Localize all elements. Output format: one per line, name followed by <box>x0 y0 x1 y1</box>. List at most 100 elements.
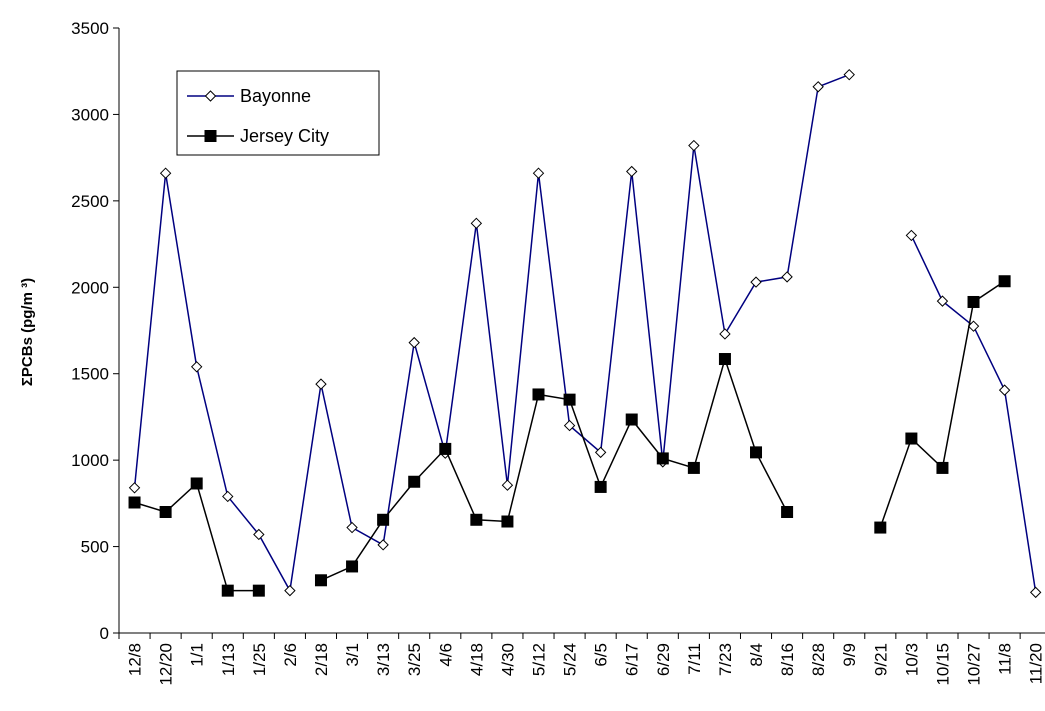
bayonne-point <box>781 271 793 283</box>
legend-items: Bayonne Jersey City <box>187 86 329 146</box>
x-tick-label: 6/29 <box>654 643 673 676</box>
legend-bayonne-label: Bayonne <box>240 86 311 106</box>
bayonne-point <box>159 167 172 179</box>
jersey-city-point <box>346 560 359 573</box>
bayonne-point <box>688 139 700 152</box>
bayonne-point <box>532 167 545 179</box>
x-tick-label: 7/11 <box>685 643 704 675</box>
x-tick-label: 3/13 <box>374 643 393 676</box>
bayonne-point <box>408 336 420 349</box>
bayonne-point <box>719 328 731 340</box>
bayonne-point <box>501 479 514 491</box>
x-tick-label: 11/20 <box>1027 643 1045 684</box>
jersey-city-point <box>377 513 390 526</box>
bayonne-point <box>843 68 855 81</box>
x-tick-label: 6/17 <box>623 643 642 676</box>
jersey-city-point <box>470 513 483 526</box>
jersey-city-point <box>936 461 949 474</box>
x-tick-label: 9/9 <box>840 643 859 667</box>
y-tick-label: 1000 <box>71 451 109 470</box>
bayonne-point <box>204 90 217 102</box>
x-tick-label: 8/4 <box>747 643 766 667</box>
bayonne-line <box>910 235 1037 593</box>
x-tick-label: 1/13 <box>219 643 238 676</box>
legend: Bayonne Jersey City <box>176 70 380 156</box>
jersey-city-point <box>439 442 452 455</box>
bayonne-point <box>905 229 918 242</box>
jersey-city-point <box>128 496 141 509</box>
jersey-city-point <box>874 521 887 534</box>
x-tick-label: 1/25 <box>250 643 269 676</box>
jersey-city-line <box>134 482 259 592</box>
jersey-city-point <box>718 353 731 366</box>
series-layer <box>128 68 1042 599</box>
x-tick-label: 12/20 <box>157 643 176 686</box>
y-tick-label: 3500 <box>71 19 109 38</box>
bayonne-point <box>470 217 483 230</box>
bayonne-point <box>936 295 949 307</box>
x-tick-label: 5/24 <box>561 643 580 676</box>
jersey-city-line <box>320 356 788 581</box>
x-tick-label: 4/6 <box>436 643 455 667</box>
jersey-city-point <box>967 295 980 308</box>
bayonne-point <box>190 361 203 373</box>
jersey-city-point <box>221 584 234 597</box>
bayonne-point <box>222 490 234 503</box>
x-tick-label: 5/12 <box>529 643 548 676</box>
legend-jersey-city-label: Jersey City <box>240 126 329 146</box>
bayonne-point <box>128 482 141 494</box>
jersey-city-point <box>159 506 172 518</box>
bayonne-point <box>594 446 607 459</box>
bayonne-point <box>812 81 824 93</box>
x-tick-label: 8/16 <box>778 643 797 676</box>
jersey-city-point <box>204 130 217 142</box>
jersey-city-series <box>128 275 1011 597</box>
y-axis-label: ΣPCBs (pg/m ³) <box>19 278 36 386</box>
jersey-city-point <box>532 388 545 401</box>
y-tick-label: 0 <box>100 624 109 643</box>
x-tick-label: 12/8 <box>126 643 145 676</box>
bayonne-line <box>133 73 850 593</box>
bayonne-point <box>750 276 762 288</box>
bayonne-point <box>253 528 265 541</box>
bayonne-point <box>315 378 327 390</box>
jersey-city-point <box>781 506 794 518</box>
y-axis: 0 500 1000 1500 2000 2500 3000 3500 <box>71 19 120 643</box>
x-tick-label: 10/3 <box>902 643 921 676</box>
jersey-city-point <box>687 461 700 474</box>
jersey-city-point <box>563 393 576 406</box>
jersey-city-point <box>998 275 1011 288</box>
bayonne-point <box>626 165 638 178</box>
bayonne-point <box>377 539 389 551</box>
bayonne-point <box>284 584 296 597</box>
bayonne-series <box>128 68 1042 599</box>
jersey-city-point <box>625 413 638 426</box>
x-axis: 12/8 12/20 1/1 1/13 1/25 2/6 2/18 3/1 3/13 3/25 4/… <box>118 632 1045 686</box>
jersey-city-point <box>750 446 763 459</box>
x-tick-label: 10/15 <box>933 643 952 686</box>
y-tick-label: 3000 <box>71 105 109 124</box>
y-tick-label: 2000 <box>71 278 109 297</box>
bayonne-point <box>967 320 980 332</box>
x-tick-label: 7/23 <box>716 643 735 676</box>
y-tick-label: 2500 <box>71 192 109 211</box>
jersey-city-point <box>252 584 265 597</box>
x-tick-label: 8/28 <box>809 643 828 676</box>
bayonne-point <box>1029 586 1042 599</box>
jersey-city-line <box>879 280 1006 528</box>
x-tick-label: 3/25 <box>405 643 424 676</box>
x-tick-label: 4/30 <box>498 643 517 676</box>
x-tick-label: 10/27 <box>965 643 984 686</box>
x-tick-label: 3/1 <box>343 643 362 667</box>
x-tick-label: 4/18 <box>467 643 486 676</box>
x-tick-label: 1/1 <box>188 643 207 667</box>
jersey-city-point <box>190 477 203 490</box>
x-tick-label: 9/21 <box>871 643 890 676</box>
jersey-city-point <box>594 480 607 493</box>
x-tick-label: 6/5 <box>592 643 611 667</box>
jersey-city-point <box>656 452 669 465</box>
x-tick-label: 11/8 <box>996 643 1015 675</box>
y-tick-label: 1500 <box>71 365 109 384</box>
jersey-city-point <box>314 574 327 587</box>
